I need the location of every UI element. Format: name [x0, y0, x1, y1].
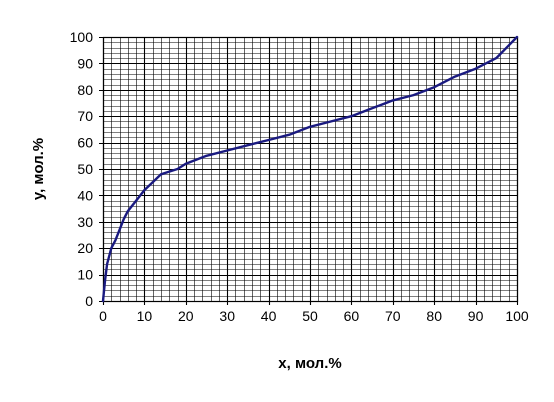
x-tick-label: 40: [261, 308, 277, 324]
y-tick-label: 10: [77, 267, 93, 283]
x-tick-label: 80: [426, 308, 442, 324]
series-line-0: [101, 35, 519, 303]
y-tick-label: 0: [85, 293, 93, 309]
y-tick-label: 20: [77, 240, 93, 256]
x-tick-label: 50: [302, 308, 318, 324]
x-tick-label: 30: [219, 308, 235, 324]
y-tick-label: 80: [77, 82, 93, 98]
x-axis-tick-labels: 0 10 20 30 40 50 60 70 80 90 100: [99, 308, 529, 324]
y-tick-label: 60: [77, 135, 93, 151]
y-tick-label: 50: [77, 161, 93, 177]
y-tick-label: 70: [77, 108, 93, 124]
plot-border: [102, 36, 519, 303]
x-axis-title: x, мол.%: [278, 355, 341, 372]
x-tick-label: 0: [99, 308, 107, 324]
y-tick-label: 40: [77, 187, 93, 203]
x-tick-label: 60: [344, 308, 360, 324]
y-axis-title: y, мол.%: [30, 138, 47, 200]
series-layer: [101, 35, 519, 303]
y-tick-label: 100: [70, 29, 94, 45]
major-gridlines: [99, 36, 519, 305]
x-tick-label: 70: [385, 308, 401, 324]
y-tick-label: 30: [77, 214, 93, 230]
x-tick-label: 90: [468, 308, 484, 324]
x-tick-label: 100: [505, 308, 529, 324]
y-tick-label: 90: [77, 55, 93, 71]
x-tick-label: 20: [178, 308, 194, 324]
x-tick-label: 10: [137, 308, 153, 324]
y-axis-tick-labels: 0 10 20 30 40 50 60 70 80 90 100: [70, 29, 94, 309]
